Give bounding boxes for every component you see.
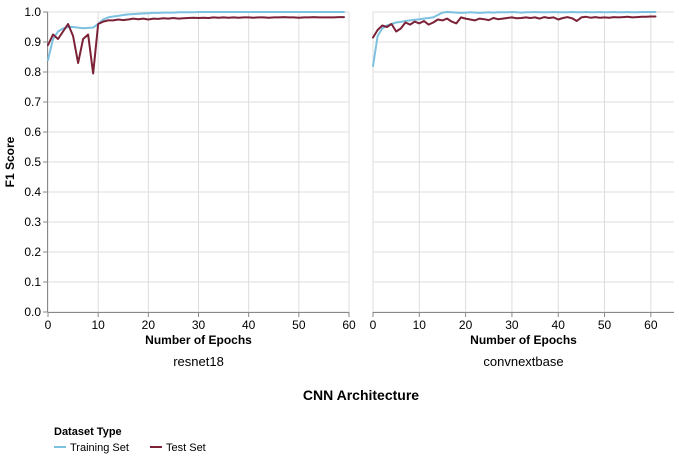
x-tick-label-1-1: 10	[413, 318, 427, 332]
x-tick-label-1-3: 30	[505, 318, 519, 332]
y-tick-label-4: 0.4	[24, 185, 41, 199]
y-tick-label-3: 0.3	[24, 215, 41, 229]
x-axis-title-1: Number of Epochs	[470, 333, 577, 347]
legend-title: Dataset Type	[54, 426, 122, 438]
legend-label-training-set: Training Set	[70, 442, 129, 454]
y-tick-label-1: 0.1	[24, 275, 41, 289]
x-tick-label-0-2: 20	[142, 318, 156, 332]
y-tick-label-6: 0.6	[24, 125, 41, 139]
series-line-resnet18-training-set	[47, 11, 345, 61]
y-axis-title: F1 Score	[3, 136, 17, 187]
y-tick-label-7: 0.7	[24, 95, 41, 109]
facet-label-convnextbase: convnextbase	[483, 354, 563, 369]
column-group-title: CNN Architecture	[303, 387, 419, 403]
facet-convnextbase: 0 10 20 30 40 50 60 Number of Epochs convnextbas…	[370, 11, 674, 369]
x-tick-label-1-0: 0	[370, 318, 377, 332]
x-tick-label-1-2: 20	[459, 318, 473, 332]
x-tick-label-1-4: 40	[552, 318, 566, 332]
series-line-convnextbase-training-set	[372, 11, 657, 67]
y-tick-label-0: 0.0	[24, 305, 41, 319]
series-line-resnet18-test-set	[47, 16, 345, 75]
x-tick-label-1-6: 60	[644, 318, 658, 332]
y-tick-label-9: 0.9	[24, 35, 41, 49]
x-axis-title-0: Number of Epochs	[145, 333, 252, 347]
x-tick-label-0-4: 40	[242, 318, 256, 332]
x-tick-label-0-6: 60	[342, 318, 356, 332]
y-tick-label-2: 0.2	[24, 245, 41, 259]
y-tick-label-5: 0.5	[24, 155, 41, 169]
x-tick-label-0-3: 30	[192, 318, 206, 332]
x-tick-label-0-1: 10	[91, 318, 105, 332]
legend-label-test-set: Test Set	[166, 442, 206, 454]
x-tick-label-1-5: 50	[598, 318, 612, 332]
y-tick-label-8: 0.8	[24, 65, 41, 79]
facet-label-resnet18: resnet18	[173, 354, 224, 369]
legend: Dataset Type Training Set Test Set	[54, 426, 206, 454]
facet-resnet18: 0 10 20 30 40 50 60 0.0 0.1 0.2 0.3 0.4 0.5 0.6 0.7 0.8…	[24, 5, 356, 369]
x-tick-label-0-5: 50	[292, 318, 306, 332]
y-tick-label-10: 1.0	[24, 5, 41, 19]
series-line-convnextbase-test-set	[372, 15, 657, 39]
x-tick-label-0-0: 0	[45, 318, 52, 332]
